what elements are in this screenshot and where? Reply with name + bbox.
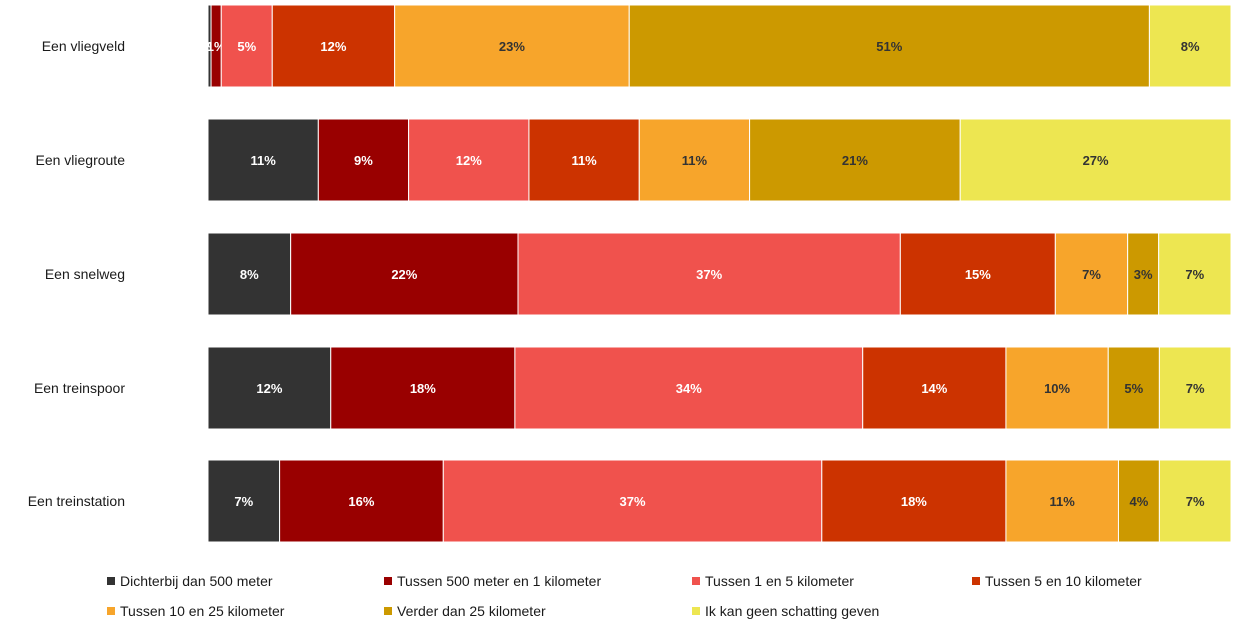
data-label-een-vliegveld-tussen-1-en-5-kilometer: 5% — [237, 39, 256, 54]
bar-segment-een-vliegroute-verder-dan-25-kilometer — [749, 118, 961, 202]
legend-label-tussen-5-en-10-kilometer: Tussen 5 en 10 kilometer — [985, 573, 1142, 589]
bar-segment-een-treinstation-ik-kan-geen-schatting-geven — [1158, 459, 1232, 543]
bar-segment-een-treinspoor-ik-kan-geen-schatting-geven — [1158, 346, 1232, 430]
bar-segment-een-vliegroute-tussen-10-en-25-kilometer — [638, 118, 751, 202]
bar-segment-een-treinstation-dichterbij-dan-500-meter — [207, 459, 281, 543]
legend-label-tussen-10-en-25-kilometer: Tussen 10 en 25 kilometer — [120, 603, 285, 619]
bar-segment-een-treinstation-tussen-1-en-5-kilometer — [442, 459, 823, 543]
bar-segment-een-treinspoor-tussen-10-en-25-kilometer — [1005, 346, 1109, 430]
data-label-een-treinspoor-tussen-10-en-25-kilometer: 10% — [1044, 381, 1070, 396]
legend-swatch-tussen-5-en-10-kilometer — [972, 577, 980, 585]
legend-label-tussen-500-meter-en-1-kilometer: Tussen 500 meter en 1 kilometer — [397, 573, 601, 589]
data-label-een-treinspoor-tussen-500-meter-en-1-kilometer: 18% — [410, 381, 436, 396]
data-label-een-vliegroute-tussen-10-en-25-kilometer: 11% — [682, 153, 708, 168]
data-label-een-treinstation-ik-kan-geen-schatting-geven: 7% — [1186, 494, 1205, 509]
data-label-een-snelweg-tussen-1-en-5-kilometer: 37% — [696, 267, 722, 282]
data-label-een-treinstation-tussen-1-en-5-kilometer: 37% — [620, 494, 646, 509]
legend-swatch-dichterbij-dan-500-meter — [107, 577, 115, 585]
category-label-een-snelweg: Een snelweg — [45, 266, 125, 282]
bar-segment-een-snelweg-tussen-500-meter-en-1-kilometer — [290, 232, 519, 316]
data-label-een-treinspoor-verder-dan-25-kilometer: 5% — [1124, 381, 1143, 396]
legend-swatch-tussen-10-en-25-kilometer — [107, 607, 115, 615]
data-label-een-snelweg-tussen-500-meter-en-1-kilometer: 22% — [391, 267, 417, 282]
bar-segment-een-vliegroute-tussen-1-en-5-kilometer — [408, 118, 530, 202]
bar-segment-een-treinstation-tussen-500-meter-en-1-kilometer — [279, 459, 444, 543]
bar-segment-een-treinspoor-tussen-500-meter-en-1-kilometer — [330, 346, 516, 430]
legend-label-tussen-1-en-5-kilometer: Tussen 1 en 5 kilometer — [705, 573, 854, 589]
data-label-een-snelweg-verder-dan-25-kilometer: 3% — [1134, 267, 1153, 282]
legend-swatch-tussen-500-meter-en-1-kilometer — [384, 577, 392, 585]
legend-swatch-verder-dan-25-kilometer — [384, 607, 392, 615]
bar-segment-een-vliegroute-tussen-500-meter-en-1-kilometer — [317, 118, 410, 202]
bar-segment-een-snelweg-dichterbij-dan-500-meter — [207, 232, 292, 316]
data-label-een-treinstation-dichterbij-dan-500-meter: 7% — [234, 494, 253, 509]
data-label-een-treinstation-tussen-10-en-25-kilometer: 11% — [1050, 494, 1076, 509]
legend-label-dichterbij-dan-500-meter: Dichterbij dan 500 meter — [120, 573, 273, 589]
data-label-een-treinspoor-ik-kan-geen-schatting-geven: 7% — [1186, 381, 1205, 396]
bar-segment-een-treinstation-verder-dan-25-kilometer — [1117, 459, 1160, 543]
legend-label-ik-kan-geen-schatting-geven: Ik kan geen schatting geven — [705, 603, 879, 619]
bar-segment-een-vliegveld-tussen-10-en-25-kilometer — [394, 4, 630, 88]
bar-segment-een-vliegroute-ik-kan-geen-schatting-geven — [959, 118, 1232, 202]
data-label-een-treinspoor-dichterbij-dan-500-meter: 12% — [256, 381, 282, 396]
data-label-een-snelweg-ik-kan-geen-schatting-geven: 7% — [1185, 267, 1204, 282]
data-label-een-snelweg-dichterbij-dan-500-meter: 8% — [240, 267, 259, 282]
bar-segment-een-snelweg-tussen-10-en-25-kilometer — [1054, 232, 1129, 316]
data-label-een-snelweg-tussen-5-en-10-kilometer: 15% — [965, 267, 991, 282]
data-label-een-vliegroute-ik-kan-geen-schatting-geven: 27% — [1083, 153, 1109, 168]
data-label-een-vliegveld-ik-kan-geen-schatting-geven: 8% — [1181, 39, 1200, 54]
bar-segment-een-snelweg-tussen-1-en-5-kilometer — [517, 232, 901, 316]
bar-segment-een-treinstation-tussen-10-en-25-kilometer — [1005, 459, 1119, 543]
category-label-een-vliegveld: Een vliegveld — [42, 38, 125, 54]
data-label-een-treinstation-tussen-5-en-10-kilometer: 18% — [901, 494, 927, 509]
data-label-een-treinstation-tussen-500-meter-en-1-kilometer: 16% — [348, 494, 374, 509]
data-label-een-treinspoor-tussen-1-en-5-kilometer: 34% — [676, 381, 702, 396]
data-label-een-vliegveld-tussen-5-en-10-kilometer: 12% — [320, 39, 346, 54]
data-label-een-treinstation-verder-dan-25-kilometer: 4% — [1130, 494, 1149, 509]
bar-segment-een-treinspoor-tussen-1-en-5-kilometer — [514, 346, 864, 430]
legend-swatch-tussen-1-en-5-kilometer — [692, 577, 700, 585]
data-label-een-vliegroute-verder-dan-25-kilometer: 21% — [842, 153, 868, 168]
category-label-een-vliegroute: Een vliegroute — [35, 152, 125, 168]
bar-segment-een-treinspoor-dichterbij-dan-500-meter — [207, 346, 332, 430]
bar-segment-een-vliegveld-verder-dan-25-kilometer — [628, 4, 1150, 88]
bar-segment-een-treinspoor-verder-dan-25-kilometer — [1107, 346, 1160, 430]
data-label-een-vliegroute-dichterbij-dan-500-meter: 11% — [251, 153, 277, 168]
category-label-een-treinspoor: Een treinspoor — [34, 380, 125, 396]
bar-segment-een-vliegveld-ik-kan-geen-schatting-geven — [1148, 4, 1232, 88]
legend-label-verder-dan-25-kilometer: Verder dan 25 kilometer — [397, 603, 546, 619]
bar-segment-een-snelweg-verder-dan-25-kilometer — [1127, 232, 1160, 316]
data-label-een-vliegroute-tussen-5-en-10-kilometer: 11% — [571, 153, 597, 168]
bar-segment-een-treinstation-tussen-5-en-10-kilometer — [821, 459, 1007, 543]
data-label-een-vliegveld-verder-dan-25-kilometer: 51% — [876, 39, 902, 54]
bar-segment-een-vliegveld-tussen-5-en-10-kilometer — [271, 4, 396, 88]
bar-segment-een-treinspoor-tussen-5-en-10-kilometer — [862, 346, 1007, 430]
legend-swatch-ik-kan-geen-schatting-geven — [692, 607, 700, 615]
data-label-een-vliegroute-tussen-1-en-5-kilometer: 12% — [456, 153, 482, 168]
data-label-een-treinspoor-tussen-5-en-10-kilometer: 14% — [921, 381, 947, 396]
data-label-een-vliegroute-tussen-500-meter-en-1-kilometer: 9% — [354, 153, 373, 168]
category-label-een-treinstation: Een treinstation — [28, 493, 125, 509]
bar-segment-een-snelweg-ik-kan-geen-schatting-geven — [1158, 232, 1232, 316]
data-label-een-snelweg-tussen-10-en-25-kilometer: 7% — [1082, 267, 1101, 282]
data-label-een-vliegveld-tussen-10-en-25-kilometer: 23% — [499, 39, 525, 54]
bar-segment-een-snelweg-tussen-5-en-10-kilometer — [899, 232, 1056, 316]
bar-segment-een-vliegroute-dichterbij-dan-500-meter — [207, 118, 319, 202]
